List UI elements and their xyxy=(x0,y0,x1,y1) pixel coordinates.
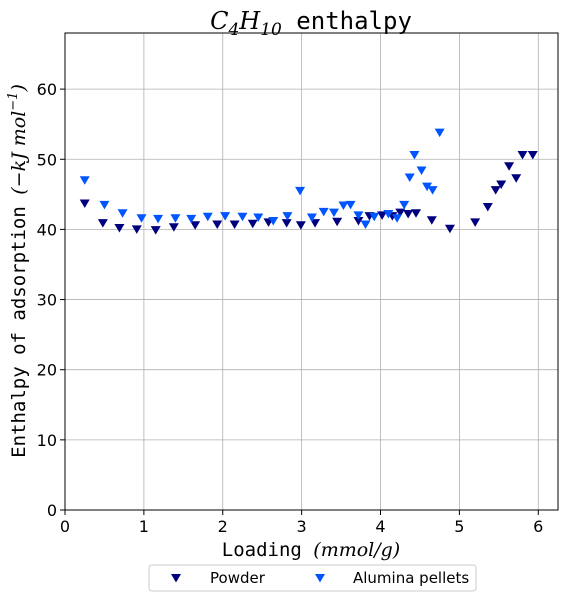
marker-alumina-pellets xyxy=(237,212,248,222)
marker-alumina-pellets xyxy=(79,176,90,185)
marker-alumina-pellets xyxy=(318,207,329,217)
legend-label-powder: Powder xyxy=(210,569,266,587)
marker-powder xyxy=(332,217,343,227)
x-tick-label: 6 xyxy=(533,517,543,536)
legend: Powder Alumina pellets xyxy=(148,564,477,592)
marker-alumina-pellets xyxy=(268,216,279,226)
legend-marker-alumina-pellets xyxy=(315,574,325,583)
marker-powder xyxy=(470,218,481,227)
marker-powder xyxy=(504,162,515,171)
marker-alumina-pellets xyxy=(422,182,433,192)
marker-powder xyxy=(79,199,90,208)
marker-alumina-pellets xyxy=(220,212,231,221)
marker-powder xyxy=(310,219,321,228)
x-tick-label: 2 xyxy=(218,517,228,536)
marker-alumina-pellets xyxy=(427,186,438,195)
x-tick-label: 3 xyxy=(297,517,307,536)
chart-title: C4H10 enthalpy xyxy=(210,7,412,40)
marker-alumina-pellets xyxy=(338,201,349,211)
marker-powder xyxy=(403,209,414,219)
marker-alumina-pellets xyxy=(282,212,293,221)
marker-alumina-pellets xyxy=(434,128,445,138)
marker-alumina-pellets xyxy=(202,212,213,222)
marker-powder xyxy=(168,223,179,232)
marker-powder xyxy=(295,221,306,230)
marker-alumina-pellets xyxy=(295,186,306,196)
legend-box xyxy=(148,564,477,592)
y-tick-label: 30 xyxy=(37,291,57,310)
marker-alumina-pellets xyxy=(416,166,427,175)
marker-alumina-pellets xyxy=(369,212,380,222)
marker-alumina-pellets xyxy=(170,214,181,223)
marker-powder xyxy=(114,224,125,233)
marker-powder xyxy=(190,221,201,230)
marker-powder xyxy=(377,211,388,220)
x-tick-label: 4 xyxy=(375,517,385,536)
marker-powder xyxy=(490,186,501,195)
marker-powder xyxy=(247,219,258,229)
y-tick-label: 60 xyxy=(37,80,57,99)
marker-powder xyxy=(281,219,292,228)
marker-powder xyxy=(212,220,223,230)
marker-alumina-pellets xyxy=(383,209,394,219)
x-tick-label: 5 xyxy=(454,517,464,536)
marker-alumina-pellets xyxy=(99,200,110,210)
marker-powder xyxy=(229,220,240,230)
y-tick-label: 10 xyxy=(37,431,57,450)
y-tick-label: 40 xyxy=(37,220,57,239)
y-tick-label: 50 xyxy=(37,150,57,169)
marker-powder xyxy=(517,151,528,160)
marker-powder xyxy=(426,216,437,225)
marker-powder xyxy=(353,216,364,226)
marker-alumina-pellets xyxy=(392,214,403,223)
marker-powder xyxy=(411,209,422,218)
marker-powder xyxy=(482,202,493,212)
marker-powder xyxy=(395,208,406,218)
legend-label-alumina-pellets: Alumina pellets xyxy=(353,569,469,587)
plot-frame xyxy=(64,32,559,511)
marker-alumina-pellets xyxy=(360,220,371,230)
marker-alumina-pellets xyxy=(186,214,197,224)
x-tick-label: 1 xyxy=(139,517,149,536)
marker-powder xyxy=(527,151,538,160)
data-points xyxy=(79,128,538,235)
marker-alumina-pellets xyxy=(328,208,339,218)
marker-alumina-pellets xyxy=(306,213,317,222)
marker-alumina-pellets xyxy=(136,214,147,223)
marker-alumina-pellets xyxy=(409,151,420,160)
marker-alumina-pellets xyxy=(117,209,128,218)
x-axis-label: Loading (mmol/g) xyxy=(222,539,400,561)
marker-alumina-pellets xyxy=(253,213,264,222)
marker-alumina-pellets xyxy=(153,214,164,224)
grid-lines xyxy=(64,33,558,511)
y-tick-label: 0 xyxy=(47,501,57,520)
x-tick-label: 0 xyxy=(60,517,70,536)
y-tick-label: 20 xyxy=(37,361,57,380)
marker-powder xyxy=(496,180,507,190)
marker-alumina-pellets xyxy=(345,200,356,210)
marker-powder xyxy=(444,224,455,234)
marker-alumina-pellets xyxy=(399,200,410,210)
marker-powder xyxy=(511,174,522,183)
legend-marker-powder xyxy=(171,574,181,583)
marker-powder xyxy=(150,226,161,235)
marker-powder xyxy=(97,219,108,228)
marker-alumina-pellets xyxy=(404,173,415,183)
y-axis-label: Enthalpy of adsorption (−kJ mol−1) xyxy=(6,84,30,458)
marker-alumina-pellets xyxy=(353,211,364,220)
marker-powder xyxy=(131,225,142,234)
